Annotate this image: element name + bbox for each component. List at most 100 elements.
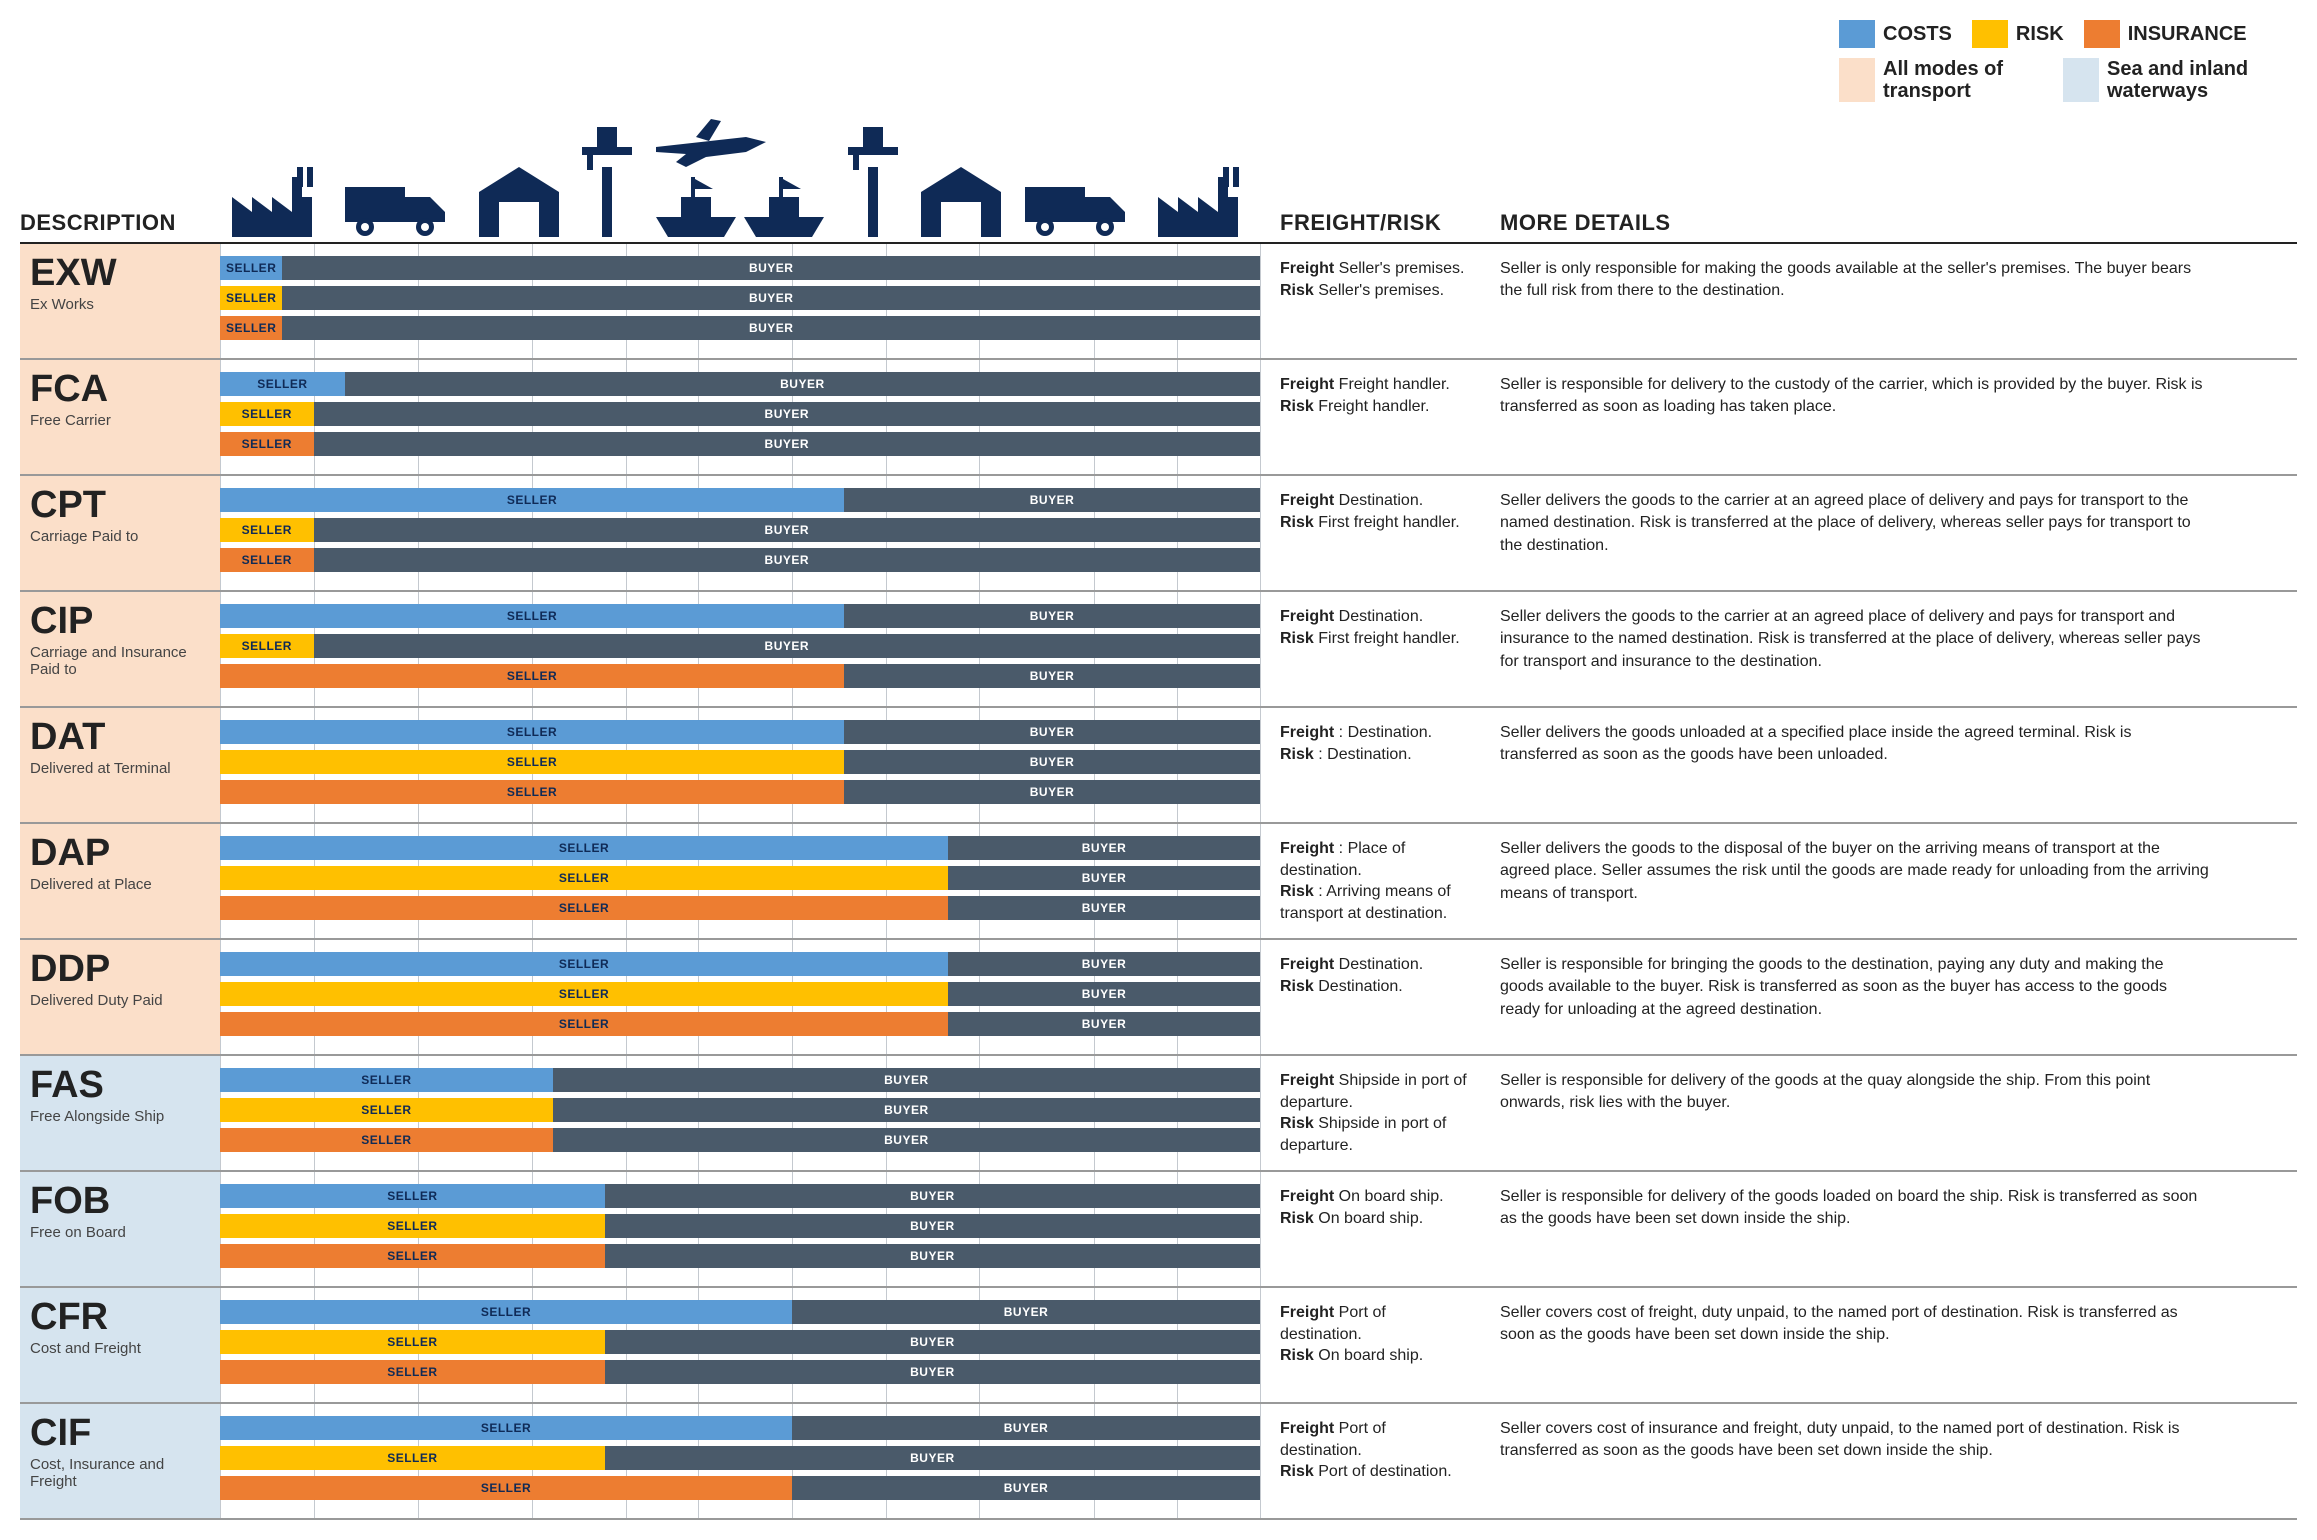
seller-bar-cost: SELLER — [220, 952, 948, 976]
buyer-bar-cost: BUYER — [948, 836, 1260, 860]
factory-origin-icon — [232, 167, 322, 242]
term-row-cip: CIP Carriage and Insurance Paid to SELLE… — [20, 592, 2297, 708]
desc-cell: FOB Free on Board — [20, 1172, 220, 1286]
desc-cell: CIP Carriage and Insurance Paid to — [20, 592, 220, 706]
term-code: DDP — [30, 950, 210, 988]
details-cell: Seller covers cost of insurance and frei… — [1480, 1404, 2220, 1518]
bar-row-insurance: SELLER BUYER — [220, 1128, 1260, 1152]
bars-cell: SELLER BUYER SELLER BUYER SELLER BUYER — [220, 1172, 1260, 1286]
freight-risk-cell: Freight : Destination. Risk : Destinatio… — [1260, 708, 1480, 822]
freight-risk-cell: Freight On board ship. Risk On board shi… — [1260, 1172, 1480, 1286]
crane-unload-icon — [848, 127, 898, 242]
term-code: DAT — [30, 718, 210, 756]
buyer-bar-risk: BUYER — [314, 518, 1260, 542]
term-row-dap: DAP Delivered at Place SELLER BUYER SELL… — [20, 824, 2297, 940]
seller-bar-cost: SELLER — [220, 256, 282, 280]
freight-risk-cell: Freight Freight handler. Risk Freight ha… — [1260, 360, 1480, 474]
header-row: DESCRIPTION FREIGHT/RISK MORE DETAILS — [20, 102, 2297, 244]
factory-dest-icon — [1158, 167, 1248, 242]
seller-bar-risk: SELLER — [220, 518, 314, 542]
freight-risk-cell: Freight Destination. Risk Destination. — [1260, 940, 1480, 1054]
bar-row-risk: SELLER BUYER — [220, 402, 1260, 426]
buyer-bar-cost: BUYER — [844, 720, 1260, 744]
term-code: FCA — [30, 370, 210, 408]
term-name: Carriage Paid to — [30, 528, 210, 545]
bar-row-insurance: SELLER BUYER — [220, 548, 1260, 572]
bar-row-cost: SELLER BUYER — [220, 256, 1260, 280]
seller-bar-insurance: SELLER — [220, 1360, 605, 1384]
bar-row-insurance: SELLER BUYER — [220, 664, 1260, 688]
seller-bar-cost: SELLER — [220, 836, 948, 860]
term-code: EXW — [30, 254, 210, 292]
term-name: Delivered Duty Paid — [30, 992, 210, 1009]
freight-risk-cell: Freight Shipside in port of departure. R… — [1260, 1056, 1480, 1170]
buyer-bar-insurance: BUYER — [605, 1244, 1260, 1268]
legend-risk-label: RISK — [2016, 23, 2064, 45]
term-row-fas: FAS Free Alongside Ship SELLER BUYER SEL… — [20, 1056, 2297, 1172]
legend-insurance-label: INSURANCE — [2128, 23, 2247, 45]
term-name: Free Carrier — [30, 412, 210, 429]
term-row-fob: FOB Free on Board SELLER BUYER SELLER BU… — [20, 1172, 2297, 1288]
seller-bar-insurance: SELLER — [220, 896, 948, 920]
header-more-details: MORE DETAILS — [1480, 210, 2220, 242]
term-code: CFR — [30, 1298, 210, 1336]
legend-insurance: INSURANCE — [2084, 20, 2247, 48]
buyer-bar-cost: BUYER — [948, 952, 1260, 976]
bar-row-cost: SELLER BUYER — [220, 952, 1260, 976]
buyer-bar-insurance: BUYER — [314, 548, 1260, 572]
details-cell: Seller delivers the goods unloaded at a … — [1480, 708, 2220, 822]
buyer-bar-risk: BUYER — [314, 634, 1260, 658]
legend-cost: COSTS — [1839, 20, 1952, 48]
freight-risk-cell: Freight Port of destination. Risk Port o… — [1260, 1404, 1480, 1518]
term-row-ddp: DDP Delivered Duty Paid SELLER BUYER SEL… — [20, 940, 2297, 1056]
term-name: Free on Board — [30, 1224, 210, 1241]
buyer-bar-cost: BUYER — [792, 1416, 1260, 1440]
seller-bar-insurance: SELLER — [220, 1244, 605, 1268]
bars-cell: SELLER BUYER SELLER BUYER SELLER BUYER — [220, 1288, 1260, 1402]
bars-cell: SELLER BUYER SELLER BUYER SELLER BUYER — [220, 708, 1260, 822]
seller-bar-cost: SELLER — [220, 604, 844, 628]
buyer-bar-risk: BUYER — [948, 866, 1260, 890]
header-freight-risk: FREIGHT/RISK — [1260, 210, 1480, 242]
details-cell: Seller is only responsible for making th… — [1480, 244, 2220, 358]
warehouse-origin-icon — [479, 167, 559, 242]
bar-row-cost: SELLER BUYER — [220, 1068, 1260, 1092]
term-code: FAS — [30, 1066, 210, 1104]
bar-row-risk: SELLER BUYER — [220, 750, 1260, 774]
seller-bar-cost: SELLER — [220, 1300, 792, 1324]
legend-mode-all-label: All modes of transport — [1883, 58, 2033, 102]
bar-row-cost: SELLER BUYER — [220, 372, 1260, 396]
buyer-bar-cost: BUYER — [553, 1068, 1260, 1092]
term-row-exw: EXW Ex Works SELLER BUYER SELLER BUYER S… — [20, 244, 2297, 360]
desc-cell: DDP Delivered Duty Paid — [20, 940, 220, 1054]
buyer-bar-risk: BUYER — [948, 982, 1260, 1006]
buyer-bar-cost: BUYER — [605, 1184, 1260, 1208]
legend-mode-all: All modes of transport — [1839, 58, 2033, 102]
buyer-bar-insurance: BUYER — [844, 664, 1260, 688]
seller-bar-risk: SELLER — [220, 634, 314, 658]
seller-bar-risk: SELLER — [220, 866, 948, 890]
freight-risk-cell: Freight : Place of destination. Risk : A… — [1260, 824, 1480, 938]
desc-cell: CPT Carriage Paid to — [20, 476, 220, 590]
bars-cell: SELLER BUYER SELLER BUYER SELLER BUYER — [220, 1056, 1260, 1170]
seller-bar-insurance: SELLER — [220, 1476, 792, 1500]
desc-cell: EXW Ex Works — [20, 244, 220, 358]
bars-cell: SELLER BUYER SELLER BUYER SELLER BUYER — [220, 1404, 1260, 1518]
legend-risk: RISK — [1972, 20, 2064, 48]
desc-cell: DAT Delivered at Terminal — [20, 708, 220, 822]
seller-bar-insurance: SELLER — [220, 548, 314, 572]
legend-mode-sea-label: Sea and inland waterways — [2107, 58, 2257, 102]
details-cell: Seller delivers the goods to the disposa… — [1480, 824, 2220, 938]
bar-row-cost: SELLER BUYER — [220, 1416, 1260, 1440]
bar-row-insurance: SELLER BUYER — [220, 896, 1260, 920]
seller-bar-risk: SELLER — [220, 1098, 553, 1122]
term-row-cpt: CPT Carriage Paid to SELLER BUYER SELLER… — [20, 476, 2297, 592]
buyer-bar-risk: BUYER — [553, 1098, 1260, 1122]
legend-cost-label: COSTS — [1883, 23, 1952, 45]
bars-cell: SELLER BUYER SELLER BUYER SELLER BUYER — [220, 940, 1260, 1054]
desc-cell: DAP Delivered at Place — [20, 824, 220, 938]
buyer-bar-insurance: BUYER — [792, 1476, 1260, 1500]
buyer-bar-insurance: BUYER — [605, 1360, 1260, 1384]
incoterms-infographic: COSTS RISK INSURANCE All modes of transp… — [20, 20, 2297, 1520]
swatch-mode-sea — [2063, 58, 2099, 102]
